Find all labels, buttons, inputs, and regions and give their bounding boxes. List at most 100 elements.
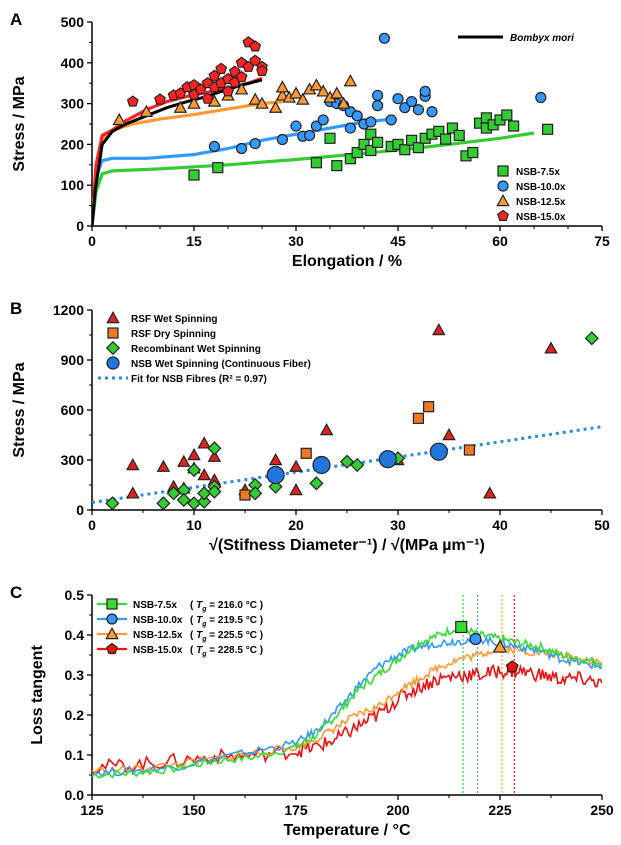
data-point <box>304 129 316 142</box>
y-axis-title: Stress / MPa <box>11 76 28 171</box>
data-point <box>249 54 262 66</box>
x-tick-label: 15 <box>186 233 202 249</box>
data-point <box>187 96 201 109</box>
data-point <box>584 331 599 346</box>
series-line <box>92 644 602 775</box>
legend-marker <box>107 327 119 339</box>
data-point <box>197 468 211 481</box>
data-point <box>399 102 411 114</box>
legend-marker <box>497 209 509 221</box>
data-point <box>208 140 220 153</box>
data-point <box>154 93 166 105</box>
data-point <box>236 142 248 155</box>
legend-label: Recombinant Wet Spinning <box>131 344 261 355</box>
y-tick-label: 300 <box>61 452 85 468</box>
data-point <box>197 494 212 509</box>
x-axis-title: √(Stifness Diameter⁻¹) / √(MPa µm⁻¹) <box>209 537 485 554</box>
data-point <box>429 442 448 461</box>
data-point <box>156 459 171 472</box>
data-point <box>239 489 251 501</box>
x-tick-label: 125 <box>80 802 104 818</box>
data-point <box>331 160 343 172</box>
data-point <box>343 74 358 87</box>
data-point <box>296 92 310 105</box>
legend-label: NSB-10.0x <box>516 182 566 193</box>
legend-marker <box>106 642 118 655</box>
legend-label: NSB-15.0x <box>133 645 183 656</box>
data-point <box>442 428 456 441</box>
data-point <box>312 455 331 475</box>
data-point <box>372 100 384 112</box>
legend-label: NSB-7.5x <box>133 600 177 611</box>
data-point <box>234 82 249 95</box>
data-point <box>351 146 363 159</box>
curve-line <box>92 78 263 226</box>
data-point <box>358 138 370 150</box>
x-tick-label: 225 <box>488 802 512 818</box>
legend-marker <box>106 311 120 324</box>
legend-marker <box>497 165 509 177</box>
x-axis-title: Temperature / °C <box>283 822 410 839</box>
legend-label: NSB-12.5x <box>516 197 566 208</box>
data-point <box>406 95 418 108</box>
data-point <box>412 142 424 154</box>
y-tick-label: 0 <box>76 502 84 518</box>
data-point <box>339 454 355 469</box>
y-tick-label: 500 <box>61 14 85 30</box>
data-point <box>188 169 200 181</box>
x-tick-label: 40 <box>492 517 508 533</box>
panel-c-loss-tangent: 125 150 175 200 225 250 0.0 0.1 0.2 0.3 0.4 0.5 Temp… <box>29 587 614 839</box>
data-point <box>412 412 424 424</box>
x-tick-label: 10 <box>186 517 202 533</box>
data-point <box>535 91 547 104</box>
data-point <box>392 93 404 105</box>
series-line <box>92 624 602 779</box>
legend-tg-label: ( Tg = 225.5 °C ) <box>190 630 263 643</box>
legend-tg-label: ( Tg = 228.5 °C ) <box>190 645 263 658</box>
y-tick-label: 1200 <box>53 302 84 318</box>
data-point <box>365 144 377 157</box>
y-tick-label: 200 <box>61 136 85 152</box>
data-point <box>399 144 411 156</box>
data-point <box>215 62 228 75</box>
y-axis-title: Stress / MPa <box>11 362 28 457</box>
data-point <box>453 129 465 142</box>
data-point <box>432 323 446 336</box>
data-point <box>249 40 262 52</box>
x-tick-label: 50 <box>594 517 610 533</box>
data-point <box>467 146 479 159</box>
x-tick-label: 200 <box>386 802 410 818</box>
data-point <box>256 64 268 77</box>
y-tick-label: 100 <box>61 177 85 193</box>
data-point <box>235 70 248 83</box>
peak-marker <box>455 620 468 634</box>
legend-tg-label: ( Tg = 216.0 °C ) <box>190 600 263 613</box>
x-axis-title: Elongation / % <box>292 253 402 270</box>
curve-line <box>92 131 535 226</box>
y-tick-label: 0.4 <box>65 627 85 643</box>
data-point <box>406 134 418 146</box>
data-point <box>166 486 181 501</box>
data-point <box>483 486 497 499</box>
data-point <box>289 86 303 99</box>
data-point <box>255 96 269 109</box>
panel-letter-b: B <box>10 299 22 318</box>
y-tick-label: 0.5 <box>65 587 85 603</box>
data-point <box>544 341 558 354</box>
data-point <box>446 122 458 134</box>
legend-label: NSB-10.0x <box>133 615 183 626</box>
y-tick-label: 0.1 <box>65 747 85 763</box>
data-point <box>207 484 222 499</box>
data-point <box>310 120 322 132</box>
data-point <box>290 120 302 132</box>
data-point <box>344 122 356 134</box>
series-line <box>92 663 602 775</box>
data-point <box>177 454 191 467</box>
data-point <box>310 157 322 169</box>
data-point <box>412 104 424 116</box>
legend-label: NSB-7.5x <box>516 167 560 178</box>
panel-letter-c: C <box>10 583 22 602</box>
legend-marker <box>105 627 119 640</box>
data-point <box>289 459 303 472</box>
